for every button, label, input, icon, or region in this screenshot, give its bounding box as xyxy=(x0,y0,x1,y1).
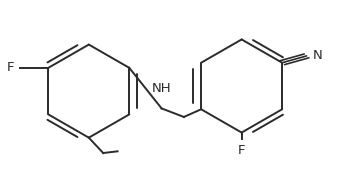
Text: NH: NH xyxy=(152,82,171,95)
Text: N: N xyxy=(313,49,323,62)
Text: F: F xyxy=(6,61,14,74)
Text: F: F xyxy=(238,144,245,158)
